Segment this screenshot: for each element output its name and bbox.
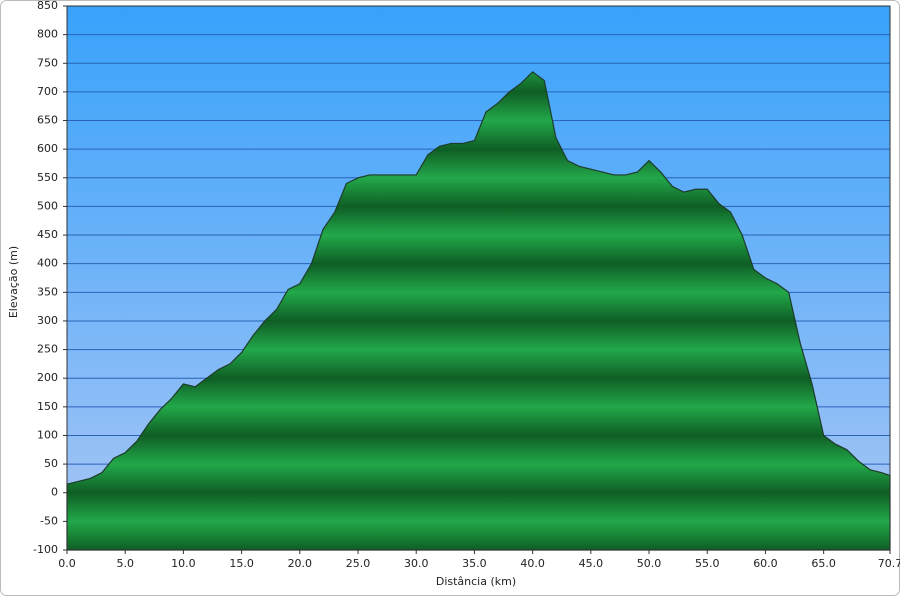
y-tick-label: 750 bbox=[37, 56, 58, 69]
y-tick-label: 800 bbox=[37, 28, 58, 41]
y-tick-label: 250 bbox=[37, 343, 58, 356]
x-tick-label: 5.0 bbox=[116, 557, 134, 570]
x-axis-title: Distância (km) bbox=[436, 575, 516, 588]
y-tick-label: 700 bbox=[37, 85, 58, 98]
x-tick-label: 45.0 bbox=[579, 557, 604, 570]
y-tick-label: 450 bbox=[37, 228, 58, 241]
x-tick-label: 35.0 bbox=[462, 557, 487, 570]
y-tick-label: 50 bbox=[44, 457, 58, 470]
y-tick-label: 0 bbox=[51, 486, 58, 499]
y-tick-label: 600 bbox=[37, 142, 58, 155]
y-tick-label: 350 bbox=[37, 285, 58, 298]
plot-border bbox=[66, 5, 891, 551]
x-tick-label: 70.7 bbox=[878, 557, 900, 570]
elevation-area bbox=[66, 71, 891, 551]
x-tick-label: 15.0 bbox=[229, 557, 254, 570]
x-tick-label: 50.0 bbox=[637, 557, 662, 570]
y-tick-label: 550 bbox=[37, 171, 58, 184]
y-axis-title: Elevação (m) bbox=[7, 246, 20, 318]
x-tick-label: 60.0 bbox=[753, 557, 778, 570]
y-tick-label: 850 bbox=[37, 0, 58, 12]
y-tick-label: 150 bbox=[37, 400, 58, 413]
y-tick-label: 500 bbox=[37, 199, 58, 212]
y-tick-label: 400 bbox=[37, 257, 58, 270]
x-tick-label: 30.0 bbox=[404, 557, 429, 570]
y-tick-label: 650 bbox=[37, 114, 58, 127]
y-tick-label: -50 bbox=[40, 514, 58, 527]
x-tick-label: 10.0 bbox=[171, 557, 196, 570]
x-tick-label: 0.0 bbox=[58, 557, 76, 570]
y-tick-label: 200 bbox=[37, 371, 58, 384]
y-tick-label: 300 bbox=[37, 314, 58, 327]
x-tick-label: 25.0 bbox=[346, 557, 371, 570]
y-tick-label: 100 bbox=[37, 428, 58, 441]
x-tick-label: 40.0 bbox=[520, 557, 545, 570]
x-tick-label: 55.0 bbox=[695, 557, 720, 570]
y-tick-label: -100 bbox=[33, 543, 58, 556]
x-tick-label: 20.0 bbox=[288, 557, 313, 570]
x-tick-label: 65.0 bbox=[811, 557, 836, 570]
